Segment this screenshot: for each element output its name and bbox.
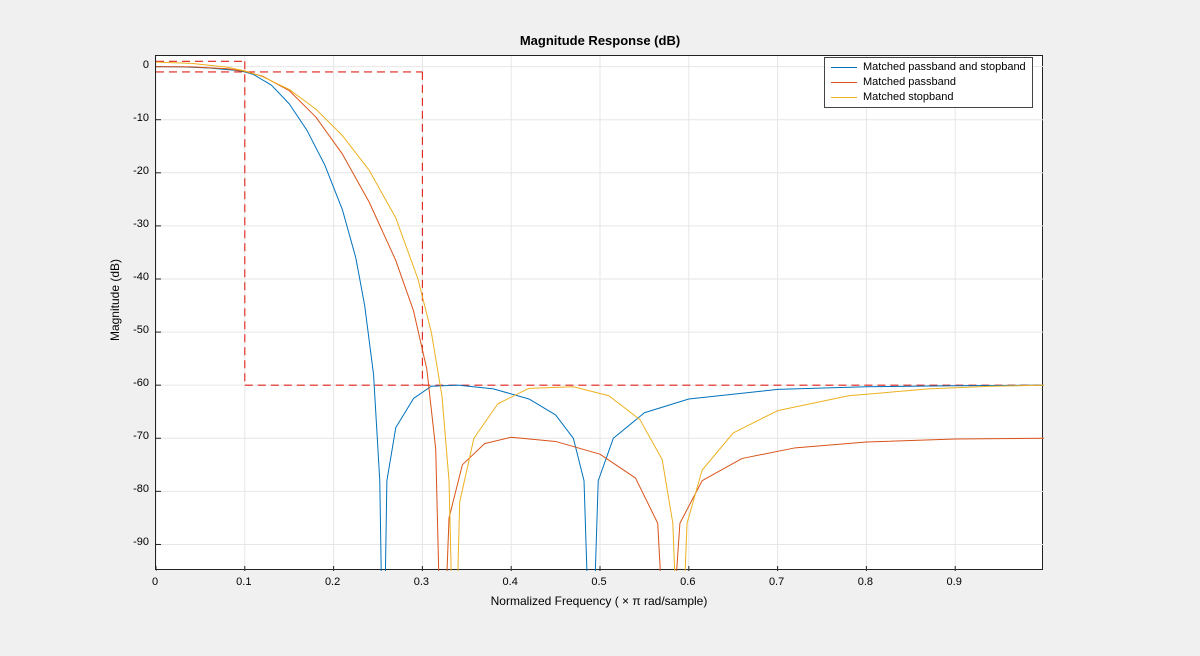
x-tick-label: 0.6 <box>676 576 700 588</box>
y-axis-label: Magnitude (dB) <box>108 240 122 360</box>
y-tick-label: -30 <box>117 218 149 230</box>
legend-label: Matched stopband <box>863 90 954 105</box>
y-tick-label: -90 <box>117 536 149 548</box>
y-tick-label: -10 <box>117 112 149 124</box>
x-tick-label: 0.7 <box>765 576 789 588</box>
curves <box>156 56 1044 571</box>
legend: Matched passband and stopbandMatched pas… <box>824 57 1033 108</box>
legend-swatch <box>831 67 857 68</box>
legend-item: Matched passband and stopband <box>831 60 1026 75</box>
x-tick-label: 0.9 <box>942 576 966 588</box>
x-tick-label: 0 <box>143 576 167 588</box>
x-tick-label: 0.1 <box>232 576 256 588</box>
y-tick-label: -60 <box>117 377 149 389</box>
series-line <box>156 62 1044 571</box>
x-axis-label: Normalized Frequency ( × π rad/sample) <box>155 594 1043 608</box>
legend-label: Matched passband <box>863 75 956 90</box>
figure: Magnitude Response (dB) Normalized Frequ… <box>0 0 1200 656</box>
y-tick-label: 0 <box>117 59 149 71</box>
y-tick-label: -70 <box>117 430 149 442</box>
plot-area <box>155 55 1043 570</box>
legend-label: Matched passband and stopband <box>863 60 1026 75</box>
series-line <box>156 67 1044 571</box>
legend-swatch <box>831 97 857 98</box>
x-tick-label: 0.4 <box>498 576 522 588</box>
y-tick-label: -50 <box>117 324 149 336</box>
legend-swatch <box>831 82 857 83</box>
x-tick-label: 0.8 <box>853 576 877 588</box>
legend-item: Matched stopband <box>831 90 1026 105</box>
legend-item: Matched passband <box>831 75 1026 90</box>
x-tick-label: 0.3 <box>409 576 433 588</box>
y-tick-label: -20 <box>117 165 149 177</box>
x-tick-label: 0.2 <box>321 576 345 588</box>
chart-title: Magnitude Response (dB) <box>0 33 1200 48</box>
y-tick-label: -80 <box>117 483 149 495</box>
series-line <box>156 67 1044 571</box>
x-tick-label: 0.5 <box>587 576 611 588</box>
y-tick-label: -40 <box>117 271 149 283</box>
